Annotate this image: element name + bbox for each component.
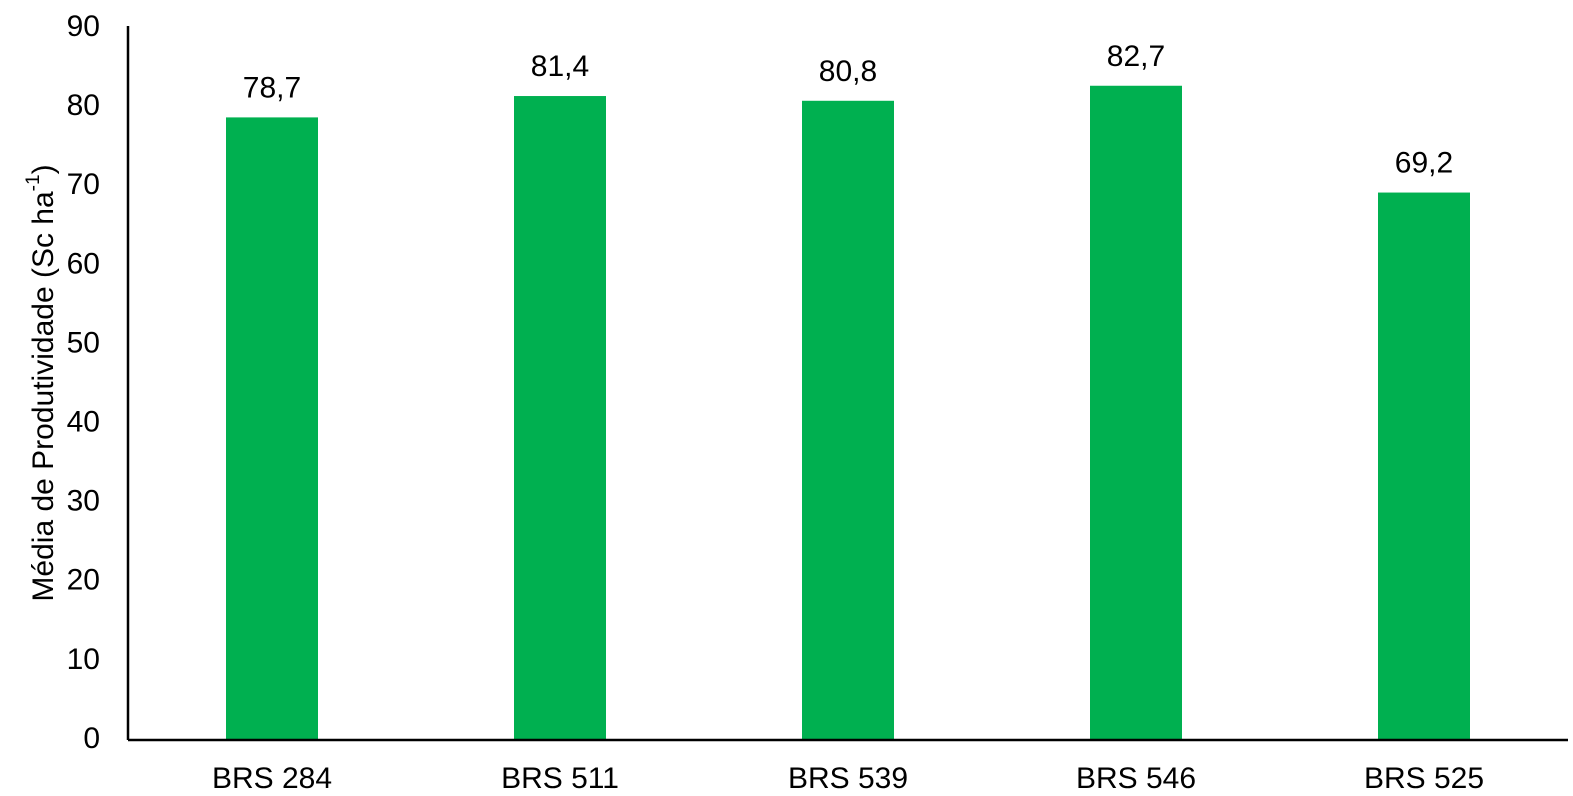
y-tick-label: 40	[67, 405, 100, 438]
data-label: 82,7	[1107, 40, 1165, 73]
y-axis-title-main: Média de Produtividade (Sc ha	[27, 191, 60, 602]
y-tick-label: 70	[67, 168, 100, 201]
x-tick-label: BRS 284	[212, 762, 332, 795]
x-tick-label: BRS 525	[1364, 762, 1484, 795]
y-axis: 0 10 20 30 40 50 60 70 80 90	[67, 10, 130, 755]
y-tick-label: 60	[67, 247, 100, 280]
y-axis-title: Média de Produtividade (Sc ha-1)	[23, 164, 60, 601]
bar	[1378, 192, 1470, 740]
y-tick-label: 30	[67, 485, 100, 518]
bar	[226, 117, 318, 740]
y-tick-label: 10	[67, 643, 100, 676]
x-axis: BRS 284 BRS 511 BRS 539 BRS 546 BRS 525	[128, 738, 1568, 795]
x-tick-label: BRS 539	[788, 762, 908, 795]
y-axis-title-superscript: -1	[23, 174, 44, 191]
y-tick-label: 0	[83, 722, 100, 755]
y-tick-label: 20	[67, 564, 100, 597]
bar	[802, 100, 894, 740]
bar	[1090, 85, 1182, 741]
data-label: 69,2	[1395, 147, 1453, 180]
x-tick-label: BRS 546	[1076, 762, 1196, 795]
data-label: 78,7	[243, 71, 301, 104]
bars: 78,7 81,4 80,8 82,7 69,2	[226, 40, 1470, 741]
y-axis-title-end: )	[27, 164, 60, 174]
y-tick-label: 80	[67, 89, 100, 122]
y-tick-label: 50	[67, 326, 100, 359]
y-tick-label: 90	[67, 10, 100, 43]
data-label: 81,4	[531, 50, 589, 83]
data-label: 80,8	[819, 55, 877, 88]
x-tick-label: BRS 511	[501, 762, 619, 795]
bar	[514, 96, 606, 741]
